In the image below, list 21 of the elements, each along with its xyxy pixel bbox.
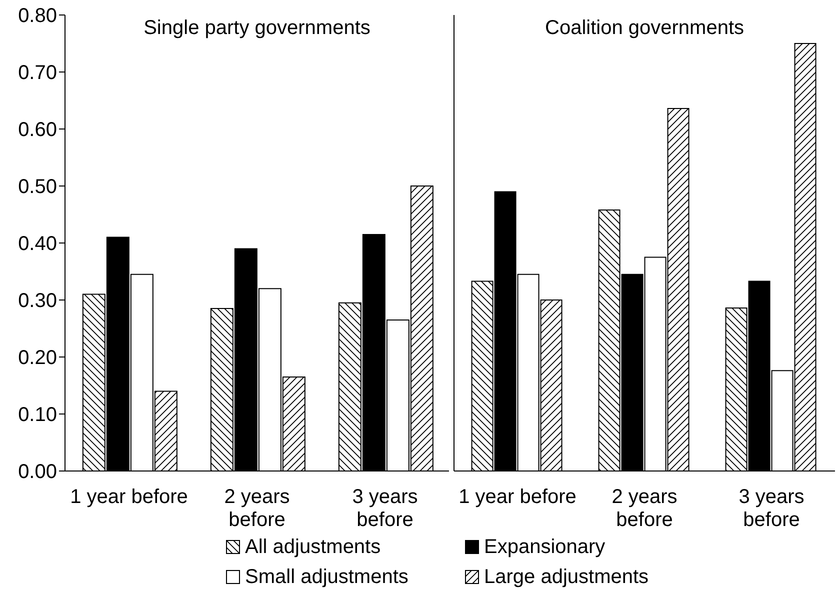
y-tick-label: 0.20	[18, 347, 57, 370]
legend-label: Small adjustments	[245, 566, 408, 589]
y-tick-label: 0.70	[18, 62, 57, 84]
x-tick-label: 1 year before	[458, 486, 576, 508]
chart-title: Coalition governments	[544, 17, 745, 40]
y-tick-label: 0.30	[18, 290, 57, 312]
legend-label: All adjustments	[245, 536, 381, 559]
x-tick-label: 3 years before	[738, 486, 804, 531]
y-tick-label: 0.50	[18, 176, 57, 198]
x-tick-label: 1 year before	[70, 486, 188, 508]
y-tick-label: 0.00	[18, 461, 57, 484]
x-tick-label: 2 years before	[612, 486, 678, 531]
y-tick-label: 0.40	[18, 233, 57, 256]
legend-label: Expansionary	[484, 536, 606, 559]
y-tick-label: 0.10	[18, 404, 57, 426]
y-tick-label: 0.60	[18, 119, 57, 142]
y-tick-label: 0.80	[18, 5, 57, 28]
chart-title: Single party governments	[142, 17, 372, 40]
x-tick-label: 2 years before	[224, 486, 290, 531]
x-tick-label: 3 years before	[352, 486, 418, 531]
legend-label: Large adjustments	[484, 566, 649, 589]
